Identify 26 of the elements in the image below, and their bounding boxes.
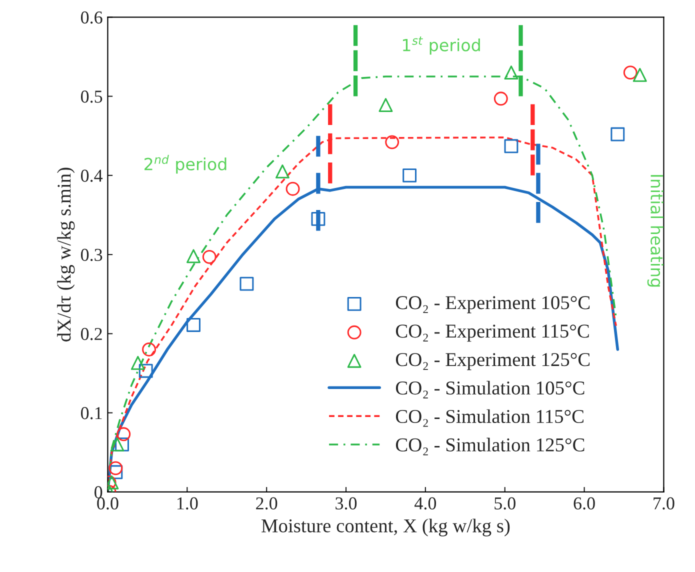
y-tick-label: 0	[94, 486, 102, 498]
annotation: Initial heating	[647, 175, 664, 287]
x-axis-title: Moisture content, X (kg w/kg s)	[262, 518, 510, 536]
y-tick-label: 0.1	[80, 407, 102, 420]
x-tick-label: 3.0	[336, 497, 357, 510]
legend-label: CO₂ - Experiment 105°C	[396, 296, 590, 314]
annotation: 1$^{st}$ period	[402, 36, 480, 55]
x-tick-label: 1.0	[177, 497, 198, 510]
legend-label: CO₂ - Simulation 115°C	[396, 409, 584, 427]
y-tick-label: 0.3	[80, 248, 102, 262]
y-axis-title: dX/dτ (kg w/kg s.min)	[57, 168, 75, 342]
x-tick-label: 7.0	[654, 497, 674, 510]
y-tick-label: 0.5	[80, 90, 102, 103]
x-tick-label: 6.0	[574, 497, 595, 510]
x-tick-label: 5.0	[494, 497, 516, 510]
y-tick-label: 0.6	[80, 11, 102, 24]
x-tick-label: 0.0	[97, 497, 118, 510]
legend-label: CO₂ - Simulation 125°C	[396, 438, 584, 456]
legend-label: CO₂ - Simulation 105°C	[396, 380, 584, 398]
annotation: 2$^{nd}$ period	[144, 154, 226, 174]
y-tick-label: 0.4	[80, 170, 103, 182]
legend-label: CO₂ - Experiment 115°C	[396, 324, 589, 342]
x-tick-label: 4.0	[414, 497, 436, 510]
legend-label: CO₂ - Experiment 125°C	[396, 353, 590, 370]
y-tick-label: 0.2	[80, 328, 102, 340]
x-tick-label: 2.0	[256, 497, 278, 510]
